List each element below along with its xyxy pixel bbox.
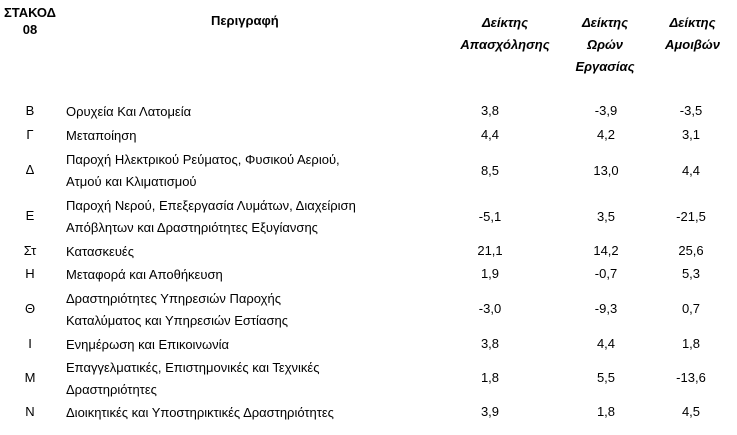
row-desc-line1: Μεταποίηση xyxy=(66,128,137,143)
row-wages-value: 1,8 xyxy=(681,336,701,351)
row-desc-line1: Παροχή Νερού, Επεξεργασία Λυμάτων, Διαχε… xyxy=(66,198,356,213)
row-wages-value: 4,4 xyxy=(681,163,701,178)
table-row: Θ Δραστηριότητες Υπηρεσιών Παροχής Καταλ… xyxy=(0,288,737,332)
row-wages-value: -3,5 xyxy=(679,103,703,118)
row-hours-value: 13,0 xyxy=(593,163,619,178)
row-hours-value: -3,9 xyxy=(594,103,618,118)
row-employment-value: 3,8 xyxy=(480,103,500,118)
row-description: Ενημέρωση και Επικοινωνία xyxy=(66,334,451,356)
row-desc-line1: Δραστηριότητες Υπηρεσιών Παροχής xyxy=(66,291,281,306)
header-code-line1: ΣΤΑΚΟΔ xyxy=(3,5,57,20)
table-row: Γ Μεταποίηση 4,4 4,2 3,1 xyxy=(0,125,737,147)
header-col1-line2: Απασχόλησης xyxy=(460,37,550,52)
row-hours-value: 3,5 xyxy=(596,209,616,224)
row-code: Β xyxy=(25,103,35,118)
row-desc-line2: Καταλύματος και Υπηρεσιών Εστίασης xyxy=(66,313,288,328)
header-employment-index: Δείκτης Απασχόλησης xyxy=(445,12,565,56)
row-employment-value: 21,1 xyxy=(477,243,503,258)
row-code: Θ xyxy=(24,301,36,316)
row-wages-value: 0,7 xyxy=(681,301,701,316)
row-desc-line1: Ορυχεία Και Λατομεία xyxy=(66,104,192,119)
table-row: Ι Ενημέρωση και Επικοινωνία 3,8 4,4 1,8 xyxy=(0,334,737,356)
row-description: Παροχή Ηλεκτρικού Ρεύματος, Φυσικού Αερι… xyxy=(66,149,451,193)
row-hours-value: 1,8 xyxy=(596,404,616,419)
row-employment-value: -5,1 xyxy=(478,209,502,224)
header-description: Περιγραφή xyxy=(211,13,279,28)
row-description: Μεταφορά και Αποθήκευση xyxy=(66,264,451,286)
row-hours-value: 14,2 xyxy=(593,243,619,258)
table-row: Β Ορυχεία Και Λατομεία 3,8 -3,9 -3,5 xyxy=(0,101,737,123)
row-code: Ι xyxy=(28,336,32,351)
row-code: Στ xyxy=(23,243,37,258)
row-desc-line2: Ατμού και Κλιματισμού xyxy=(66,174,197,189)
header-col2-line1: Δείκτης xyxy=(581,15,629,30)
row-wages-value: -13,6 xyxy=(676,370,706,385)
row-wages-value: 25,6 xyxy=(678,243,704,258)
row-desc-line1: Κατασκευές xyxy=(66,244,134,259)
row-employment-value: 3,9 xyxy=(480,404,500,419)
table-row: Ε Παροχή Νερού, Επεξεργασία Λυμάτων, Δια… xyxy=(0,195,737,239)
row-desc-line1: Επαγγελματικές, Επιστημονικές και Τεχνικ… xyxy=(66,360,320,375)
row-desc-line2: Δραστηριότητες xyxy=(66,382,157,397)
row-code: Ν xyxy=(25,404,35,419)
table-row: Δ Παροχή Ηλεκτρικού Ρεύματος, Φυσικού Αε… xyxy=(0,149,737,193)
row-description: Παροχή Νερού, Επεξεργασία Λυμάτων, Διαχε… xyxy=(66,195,451,239)
row-description: Ορυχεία Και Λατομεία xyxy=(66,101,451,123)
row-desc-line1: Ενημέρωση και Επικοινωνία xyxy=(66,337,229,352)
row-employment-value: 1,8 xyxy=(480,370,500,385)
row-hours-value: 4,2 xyxy=(596,127,616,142)
row-description: Μεταποίηση xyxy=(66,125,451,147)
header-col3-line1: Δείκτης xyxy=(669,15,716,30)
row-hours-value: 4,4 xyxy=(596,336,616,351)
header-col1-line1: Δείκτης xyxy=(481,15,529,30)
header-wages-index: Δείκτης Αμοιβών xyxy=(655,12,730,56)
row-wages-value: 4,5 xyxy=(681,404,701,419)
row-hours-value: -0,7 xyxy=(594,266,618,281)
row-employment-value: 8,5 xyxy=(480,163,500,178)
table-row: Στ Κατασκευές 21,1 14,2 25,6 xyxy=(0,241,737,263)
row-description: Επαγγελματικές, Επιστημονικές και Τεχνικ… xyxy=(66,357,451,401)
row-employment-value: -3,0 xyxy=(478,301,502,316)
header-code: ΣΤΑΚΟΔ 08 xyxy=(0,4,60,38)
row-employment-value: 4,4 xyxy=(480,127,500,142)
row-desc-line1: Παροχή Ηλεκτρικού Ρεύματος, Φυσικού Αερι… xyxy=(66,152,340,167)
row-code: Ε xyxy=(25,208,35,223)
row-wages-value: -21,5 xyxy=(676,209,706,224)
header-col3-line2: Αμοιβών xyxy=(665,37,720,52)
row-code: Μ xyxy=(24,370,36,385)
row-wages-value: 3,1 xyxy=(681,127,701,142)
row-code: Δ xyxy=(25,162,35,177)
table-row: Μ Επαγγελματικές, Επιστημονικές και Τεχν… xyxy=(0,357,737,401)
row-code: Γ xyxy=(26,127,34,142)
row-desc-line1: Διοικητικές και Υποστηρικτικές Δραστηριό… xyxy=(66,405,334,420)
header-code-line2: 08 xyxy=(22,22,38,37)
row-desc-line2: Απόβλητων και Δραστηριότητες Εξυγίανσης xyxy=(66,220,318,235)
row-description: Διοικητικές και Υποστηρικτικές Δραστηριό… xyxy=(66,402,451,424)
table-row: Ν Διοικητικές και Υποστηρικτικές Δραστηρ… xyxy=(0,402,737,424)
row-employment-value: 1,9 xyxy=(480,266,500,281)
row-desc-line1: Μεταφορά και Αποθήκευση xyxy=(66,267,223,282)
row-hours-value: 5,5 xyxy=(596,370,616,385)
table-row: Η Μεταφορά και Αποθήκευση 1,9 -0,7 5,3 xyxy=(0,264,737,286)
row-hours-value: -9,3 xyxy=(594,301,618,316)
row-wages-value: 5,3 xyxy=(681,266,701,281)
header-col2-line3: Εργασίας xyxy=(575,59,635,74)
header-hours-index: Δείκτης Ωρών Εργασίας xyxy=(572,12,638,78)
row-description: Κατασκευές xyxy=(66,241,451,263)
row-employment-value: 3,8 xyxy=(480,336,500,351)
row-description: Δραστηριότητες Υπηρεσιών Παροχής Καταλύμ… xyxy=(66,288,451,332)
header-col2-line2: Ωρών xyxy=(586,37,624,52)
row-code: Η xyxy=(25,266,35,281)
